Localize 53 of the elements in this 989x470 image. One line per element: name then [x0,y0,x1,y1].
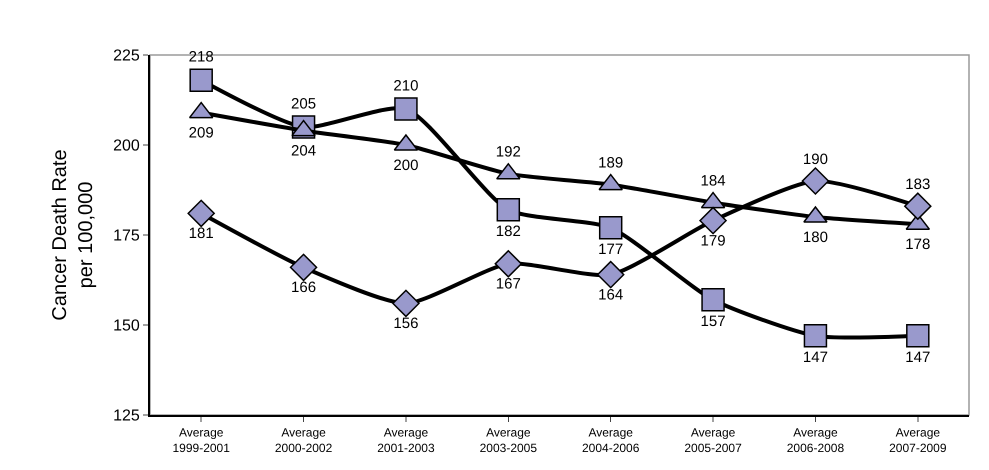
point [290,254,318,282]
data-label: 180 [802,228,828,246]
x-tick-label: Average 2001-2003 [377,425,435,455]
x-tick-label: Average 2000-2002 [274,425,333,455]
x-tick-label: Average 2003-2005 [480,425,538,455]
y-tick-label: 125 [113,408,140,425]
point [701,288,725,312]
point [906,324,930,348]
x-tick-label: Average 2007-2009 [889,425,947,455]
point [394,97,418,121]
data-label: 166 [291,279,316,296]
point [596,260,624,288]
point [699,206,727,234]
y-axis-title: Cancer Death Rate per 100,000 [49,149,98,321]
data-label: 210 [393,78,418,94]
x-tick-label: Average 1999-2001 [172,425,230,455]
point [904,192,932,220]
data-label: 184 [700,172,726,190]
data-label: 177 [598,240,624,258]
data-label: 182 [496,222,521,240]
data-label: 181 [188,225,214,242]
data-label: 189 [598,154,624,172]
data-label: 209 [188,124,214,142]
data-label: 164 [598,286,624,304]
point [804,324,828,348]
data-label: 218 [188,48,214,66]
data-label: 157 [700,312,726,330]
data-label: 147 [802,348,828,366]
x-tick-label: Average 2004-2006 [582,425,640,455]
point [598,216,622,240]
data-label: 156 [393,315,418,332]
data-label: 179 [700,232,726,250]
y-tick-label: 200 [113,138,140,155]
point [189,68,213,92]
point [494,250,522,278]
x-tick-label: Average 2006-2008 [786,425,844,455]
data-label: 200 [393,156,418,174]
point [496,198,520,222]
data-label: 167 [496,276,521,293]
x-tick-label: Average 2005-2007 [684,425,742,455]
y-tick-label: 175 [113,228,140,245]
data-label: 204 [291,142,316,160]
data-label: 178 [905,236,930,253]
y-tick-label: 150 [113,318,140,335]
data-label: 192 [496,144,521,161]
y-tick-label: 225 [113,48,140,65]
point [802,167,830,195]
point [187,200,215,228]
data-label: 190 [802,150,828,168]
data-label: 183 [905,176,930,193]
data-label: 147 [905,348,930,366]
point [392,290,420,318]
data-label: 205 [291,96,316,112]
